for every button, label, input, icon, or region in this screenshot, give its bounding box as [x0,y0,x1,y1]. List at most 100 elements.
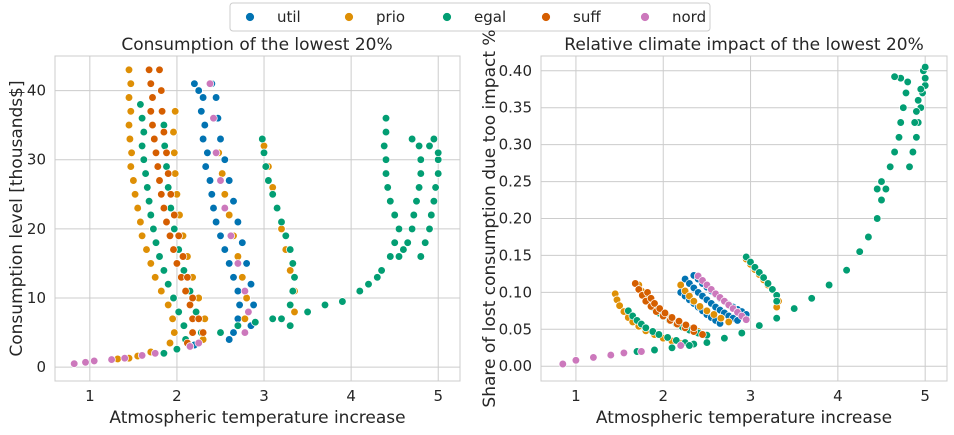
y-tick-label: 0.15 [499,246,532,264]
data-point-util [225,259,234,268]
x-axis-label: Atmospheric temperature increase [109,408,405,428]
data-point-prio [136,217,145,227]
data-point-suff [198,328,208,337]
data-point-egal [894,133,904,142]
data-point-nord [742,315,751,324]
data-point-egal [288,286,297,296]
data-point-egal [921,74,930,83]
data-point-egal [172,345,182,354]
x-tick-label: 3 [259,387,269,405]
data-point-egal [425,224,434,234]
data-point-prio [165,338,175,348]
data-point-egal [908,147,918,157]
legend-label-egal: egal [474,8,506,26]
data-point-egal [383,183,392,192]
data-point-egal [901,88,911,98]
data-point-egal [427,210,436,220]
data-point-egal [160,141,169,151]
data-point-suff [172,259,182,268]
y-tick-label: 0 [36,358,46,376]
data-point-prio [133,203,142,213]
data-point-util [233,217,243,227]
data-point-prio [124,93,134,102]
data-point-suff [174,231,183,240]
data-point-nord [244,307,253,317]
data-point-egal [416,252,425,261]
data-point-nord [209,114,218,123]
data-point-egal [290,273,299,282]
data-point-egal [377,266,386,275]
data-point-egal [139,127,148,137]
data-point-suff [689,323,698,332]
data-point-nord [240,286,250,296]
data-point-prio [724,317,733,327]
data-point-egal [667,343,677,352]
data-point-util [235,300,244,310]
series-suff [631,279,707,339]
data-point-egal [155,252,164,261]
chart-title: Relative climate impact of the lowest 20… [564,35,923,55]
data-point-nord [107,355,116,364]
data-point-egal [759,273,768,282]
data-point-egal [137,114,147,123]
data-point-suff [157,190,166,199]
data-point-egal [191,307,201,317]
data-point-egal [425,141,434,151]
data-point-egal [755,321,764,330]
data-point-egal [338,297,347,306]
data-point-nord [137,351,147,360]
data-point-egal [268,314,277,323]
data-point-nord [70,359,79,368]
data-point-util [225,335,234,344]
data-point-egal [807,294,816,303]
data-point-egal [146,210,155,220]
data-point-nord [220,203,229,213]
data-point-suff [159,127,169,137]
data-point-suff [162,148,171,157]
data-point-egal [277,314,286,323]
data-point-nord [226,231,236,240]
data-point-prio [170,148,179,157]
data-point-egal [824,280,834,290]
data-point-egal [381,169,391,178]
data-point-prio [716,314,726,323]
data-point-egal [873,184,882,194]
data-point-suff [183,273,192,282]
x-tick-label: 4 [833,387,843,405]
data-point-egal [216,328,225,337]
data-point-util [242,259,251,268]
legend-frame [229,2,711,32]
data-point-egal [286,300,295,310]
x-tick-label: 2 [658,387,668,405]
data-point-prio [126,79,135,88]
data-point-egal [286,321,295,330]
data-point-egal [903,77,912,87]
y-tick-label: 10 [27,289,46,307]
data-point-nord [240,328,250,337]
data-point-egal [842,266,851,275]
data-point-egal [416,169,425,178]
data-point-nord [216,176,225,185]
data-point-egal [170,224,179,234]
data-point-egal [890,147,899,157]
chart-title: Consumption of the lowest 20% [121,35,392,55]
data-point-egal [179,321,189,330]
data-point-egal [763,279,773,288]
data-point-util [229,328,238,337]
data-point-egal [855,247,864,256]
data-point-egal [864,232,873,242]
data-point-egal [169,293,178,303]
data-point-nord [619,348,629,358]
data-point-suff [151,148,161,157]
data-point-egal [414,183,424,192]
data-point-suff [194,314,203,323]
data-point-prio [124,120,134,130]
data-point-util [205,176,215,185]
data-point-util [220,245,229,254]
x-tick-label: 2 [172,387,182,405]
data-point-nord [233,259,243,268]
data-point-suff [148,93,157,102]
legend-label-prio: prio [376,8,405,26]
data-point-egal [399,245,408,254]
data-point-egal [281,231,290,240]
